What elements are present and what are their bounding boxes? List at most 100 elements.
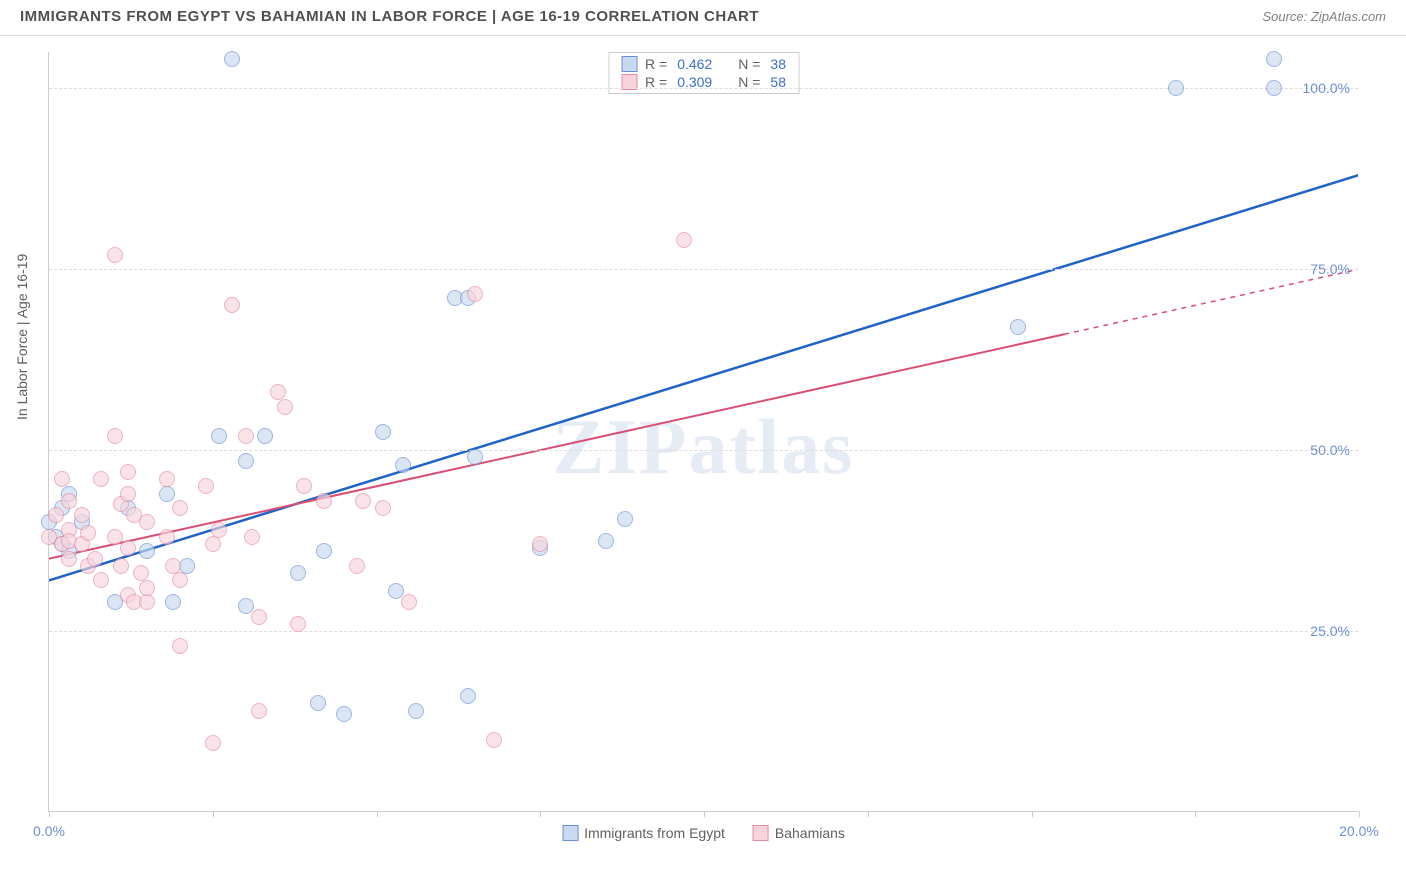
scatter-point: [120, 464, 136, 480]
scatter-point: [676, 232, 692, 248]
scatter-point: [61, 493, 77, 509]
scatter-point: [224, 297, 240, 313]
scatter-point: [172, 572, 188, 588]
x-tick: [1359, 811, 1360, 817]
x-tick: [704, 811, 705, 817]
scatter-point: [617, 511, 633, 527]
scatter-point: [107, 428, 123, 444]
gridline: [49, 450, 1358, 451]
legend-swatch: [562, 825, 578, 841]
y-tick-label: 75.0%: [1310, 261, 1350, 277]
gridline: [49, 88, 1358, 89]
scatter-point: [1266, 51, 1282, 67]
x-tick: [213, 811, 214, 817]
scatter-point: [139, 514, 155, 530]
scatter-point: [80, 525, 96, 541]
scatter-point: [120, 540, 136, 556]
n-label: N =: [738, 56, 760, 72]
watermark-text: ZIPatlas: [552, 402, 854, 492]
r-label: R =: [645, 56, 667, 72]
scatter-point: [277, 399, 293, 415]
scatter-point: [74, 507, 90, 523]
scatter-point: [336, 706, 352, 722]
scatter-point: [238, 428, 254, 444]
x-tick-label: 20.0%: [1339, 823, 1379, 839]
n-value: 38: [770, 56, 786, 72]
y-tick-label: 100.0%: [1303, 80, 1350, 96]
scatter-point: [408, 703, 424, 719]
scatter-point: [1010, 319, 1026, 335]
scatter-point: [395, 457, 411, 473]
scatter-point: [48, 507, 64, 523]
legend-swatch: [753, 825, 769, 841]
scatter-point: [355, 493, 371, 509]
scatter-point: [375, 500, 391, 516]
scatter-point: [1168, 80, 1184, 96]
scatter-point: [113, 558, 129, 574]
series-legend-label: Bahamians: [775, 825, 845, 841]
scatter-point: [165, 594, 181, 610]
scatter-point: [61, 551, 77, 567]
scatter-point: [93, 572, 109, 588]
scatter-point: [172, 638, 188, 654]
scatter-point: [224, 51, 240, 67]
scatter-point: [211, 522, 227, 538]
scatter-point: [251, 703, 267, 719]
scatter-point: [296, 478, 312, 494]
scatter-point: [375, 424, 391, 440]
scatter-point: [467, 449, 483, 465]
scatter-point: [244, 529, 260, 545]
series-legend-item: Bahamians: [753, 825, 845, 841]
x-tick: [540, 811, 541, 817]
y-tick-label: 50.0%: [1310, 442, 1350, 458]
x-tick: [868, 811, 869, 817]
legend-swatch: [621, 56, 637, 72]
gridline: [49, 631, 1358, 632]
scatter-point: [251, 609, 267, 625]
x-tick: [49, 811, 50, 817]
r-value: 0.462: [677, 56, 712, 72]
scatter-point: [172, 500, 188, 516]
series-legend-item: Immigrants from Egypt: [562, 825, 725, 841]
scatter-point: [486, 732, 502, 748]
scatter-point: [139, 580, 155, 596]
scatter-point: [205, 536, 221, 552]
scatter-point: [532, 536, 548, 552]
x-tick-label: 0.0%: [33, 823, 65, 839]
series-legend-label: Immigrants from Egypt: [584, 825, 725, 841]
scatter-point: [205, 735, 221, 751]
scatter-point: [159, 529, 175, 545]
scatter-point: [54, 471, 70, 487]
scatter-point: [120, 486, 136, 502]
x-tick: [377, 811, 378, 817]
scatter-point: [139, 543, 155, 559]
scatter-point: [467, 286, 483, 302]
scatter-point: [349, 558, 365, 574]
scatter-point: [87, 551, 103, 567]
scatter-point: [159, 471, 175, 487]
x-tick: [1032, 811, 1033, 817]
scatter-point: [316, 493, 332, 509]
scatter-point: [598, 533, 614, 549]
scatter-point: [107, 247, 123, 263]
scatter-point: [460, 688, 476, 704]
y-tick-label: 25.0%: [1310, 623, 1350, 639]
scatter-point: [198, 478, 214, 494]
chart-source: Source: ZipAtlas.com: [1262, 9, 1386, 24]
gridline: [49, 269, 1358, 270]
scatter-point: [159, 486, 175, 502]
scatter-point: [310, 695, 326, 711]
scatter-point: [1266, 80, 1282, 96]
scatter-point: [257, 428, 273, 444]
scatter-point: [93, 471, 109, 487]
chart-title: IMMIGRANTS FROM EGYPT VS BAHAMIAN IN LAB…: [20, 8, 759, 25]
scatter-point: [401, 594, 417, 610]
scatter-point: [238, 453, 254, 469]
scatter-point: [211, 428, 227, 444]
chart-plot-area: ZIPatlas R = 0.462 N = 38 R = 0.309 N = …: [48, 52, 1358, 812]
y-axis-label: In Labor Force | Age 16-19: [14, 254, 30, 420]
scatter-point: [290, 565, 306, 581]
x-tick: [1195, 811, 1196, 817]
correlation-legend-row: R = 0.462 N = 38: [609, 55, 798, 73]
chart-header: IMMIGRANTS FROM EGYPT VS BAHAMIAN IN LAB…: [0, 0, 1406, 36]
